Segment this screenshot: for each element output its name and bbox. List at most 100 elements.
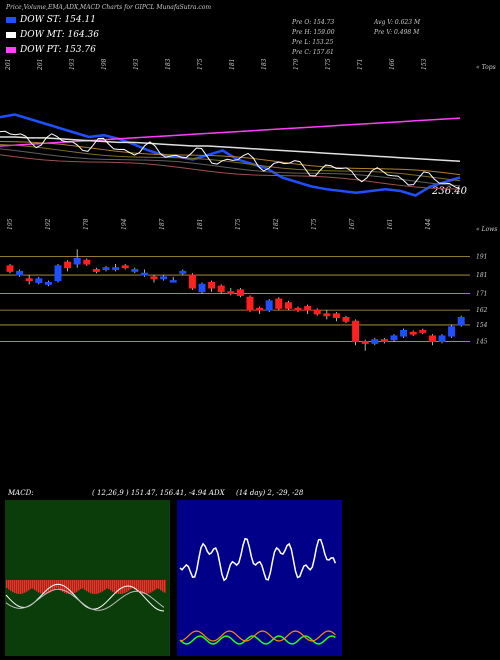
candle-body [332,313,340,319]
macd-bar [128,580,130,591]
candle-body [380,339,388,343]
top-markers: 201 201 193 198 193 183 175 181 183 179 175 171 166 1… [5,58,428,71]
macd-bar [66,580,68,594]
macd-bar [40,580,42,594]
macd-bar [86,580,88,592]
macd-bar [96,580,98,594]
macd-bar [36,580,38,592]
macd-bar [132,580,134,589]
macd-bar [92,580,94,594]
candle-body [342,317,350,322]
macd-bar [156,580,158,589]
candle-body [256,307,264,311]
ema-series-line [0,141,461,176]
level-label: 145 [476,339,488,346]
macd-bar [104,580,106,590]
macd-bar [146,580,148,594]
macd-bar [138,580,140,593]
level-label: 162 [476,307,488,314]
tops-label: « Tops [476,64,496,71]
macd-bar [112,580,114,592]
low-marker-label: 175 [311,218,318,230]
di-plus-line [179,635,336,645]
macd-bar [62,580,64,592]
macd-bar [140,580,142,594]
macd-bar [142,580,144,594]
macd-bar [94,580,96,594]
low-marker-label: 175 [235,218,242,230]
low-marker-label: 181 [197,219,204,230]
macd-bar [24,580,26,593]
candles [6,249,465,351]
candle-body [284,302,292,309]
macd-bar [150,580,152,593]
top-marker-label: 201 [5,59,12,71]
macd-bar [6,580,8,588]
level-label: 181 [476,272,487,279]
candle-body [102,267,110,271]
macd-bar [154,580,156,591]
level-label: 191 [476,254,487,261]
price-levels: 191 181 171 162 154 145 [0,254,488,346]
macd-bar [84,580,86,590]
candle-body [25,278,33,282]
legend-dow-mt: DOW MT: 164.36 [6,30,99,40]
macd-bar [80,580,82,590]
top-marker-label: 166 [389,58,396,70]
candle-body [236,289,244,296]
ohlc-high: Pre H: 159.00 [292,29,335,36]
candle-body [169,280,177,283]
candle-body [409,331,417,335]
candle-body [428,335,436,343]
top-marker-label: 181 [229,59,236,70]
macd-bar [68,580,70,594]
candle-body [217,285,225,293]
macd-bar [76,580,78,592]
macd-bar [130,580,132,590]
candle-body [73,257,81,265]
candle-body [44,281,52,285]
ema-series-line [0,117,461,147]
macd-bar [98,580,100,594]
candle-body [227,291,235,295]
price-line [0,130,461,190]
macd-bar [22,580,24,594]
candle-body [313,309,321,315]
low-marker-label: 161 [387,219,394,230]
candle-body [131,269,139,272]
low-marker-label: 167 [349,218,356,230]
top-marker-label: 171 [357,59,364,70]
legend-label: DOW PT: 153.76 [20,45,96,55]
macd-bar [48,580,50,594]
macd-bar [116,580,118,594]
candle-body [294,307,302,311]
candle-body [54,265,62,282]
macd-bar [78,580,80,591]
top-marker-label: 193 [133,58,140,70]
low-markers: 195 192 178 194 187 181 175 182 175 167 161 144 [7,218,432,230]
lows-label: « Lows [476,226,498,233]
candle-body [160,276,168,280]
top-marker-label: 175 [197,58,204,70]
candle-body [6,265,14,272]
avg-volume: Avg V: 0.623 M [374,19,421,26]
ema-series-line [0,113,461,197]
candle-body [361,341,369,344]
macd-bar [34,580,36,591]
candle-body [371,339,379,344]
candle-body [150,276,158,280]
low-marker-label: 182 [273,218,280,230]
macd-signal [5,588,165,611]
candle-body [112,267,120,271]
legend-swatch [6,47,16,53]
candle-body [419,329,427,333]
macd-bar [158,580,160,589]
macd-bar [50,580,52,593]
macd-bar [12,580,14,593]
top-marker-label: 198 [101,58,108,70]
macd-bar [8,580,10,590]
macd-bar [110,580,112,591]
ema-series-line [0,154,461,190]
macd-bar [20,580,22,594]
candle-body [400,329,408,337]
